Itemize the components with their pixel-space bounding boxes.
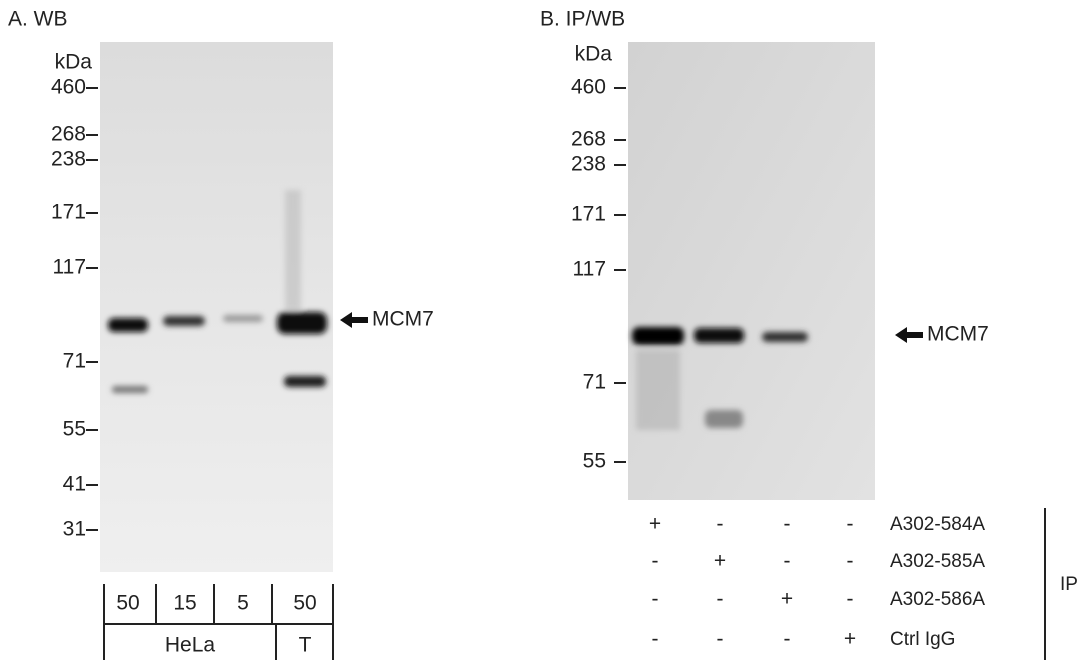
panel-label: B. IP/WB — [540, 8, 625, 31]
lane-label: 15 — [173, 592, 196, 615]
ip-mark: - — [847, 588, 854, 611]
ip-mark: - — [717, 628, 724, 651]
ip-mark: + — [844, 628, 856, 651]
ip-mark: - — [717, 588, 724, 611]
blot-b — [628, 42, 875, 500]
bands-a — [108, 190, 327, 393]
panel-label: A. WB — [8, 8, 68, 31]
ip-mark: - — [847, 550, 854, 573]
marker-label: 117 — [573, 258, 606, 281]
unit-label: kDa — [55, 51, 93, 74]
ip-label: IP — [1060, 574, 1078, 595]
lane-label: 50 — [116, 592, 139, 615]
ip-row-label: A302-586A — [890, 589, 985, 610]
marker-label: 171 — [51, 201, 86, 224]
ip-mark: - — [717, 513, 724, 536]
marker-label: 71 — [63, 350, 86, 373]
ip-mark: - — [847, 513, 854, 536]
ip-mark: - — [784, 550, 791, 573]
marker-label: 268 — [571, 128, 606, 151]
target-label: MCM7 — [927, 323, 989, 346]
marker-label: 238 — [51, 148, 86, 171]
bands-b — [632, 327, 808, 430]
ip-mark: - — [784, 513, 791, 536]
marker-label: 55 — [583, 450, 606, 473]
marker-label: 41 — [63, 473, 86, 496]
marker-label: 268 — [51, 123, 86, 146]
group-label: T — [299, 634, 312, 657]
ip-mark: - — [652, 550, 659, 573]
marker-label: 460 — [51, 76, 86, 99]
ip-row-label: A302-584A — [890, 514, 985, 535]
marker-label: 238 — [571, 153, 606, 176]
marker-label: 55 — [63, 418, 86, 441]
marker-label: 171 — [571, 203, 606, 226]
ip-mark: - — [652, 628, 659, 651]
ip-mark: + — [649, 513, 661, 536]
marker-label: 71 — [583, 371, 606, 394]
lane-label: 5 — [237, 592, 249, 615]
target-label: MCM7 — [372, 308, 434, 331]
arrow — [895, 327, 923, 343]
unit-label: kDa — [575, 43, 613, 66]
ip-mark: + — [781, 588, 793, 611]
ip-row-label: Ctrl IgG — [890, 629, 955, 650]
lane-label: 50 — [293, 592, 316, 615]
ip-mark: - — [784, 628, 791, 651]
ip-row-label: A302-585A — [890, 551, 985, 572]
ip-mark: - — [652, 588, 659, 611]
marker-label: 460 — [571, 76, 606, 99]
arrow — [340, 312, 368, 328]
ip-mark: + — [714, 550, 726, 573]
marker-label: 31 — [63, 518, 86, 541]
marker-label: 117 — [53, 256, 86, 279]
group-label: HeLa — [165, 634, 216, 657]
